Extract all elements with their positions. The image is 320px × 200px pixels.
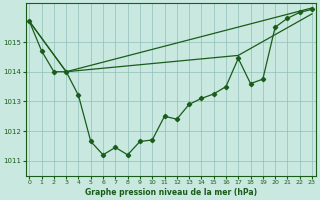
X-axis label: Graphe pression niveau de la mer (hPa): Graphe pression niveau de la mer (hPa) xyxy=(84,188,257,197)
